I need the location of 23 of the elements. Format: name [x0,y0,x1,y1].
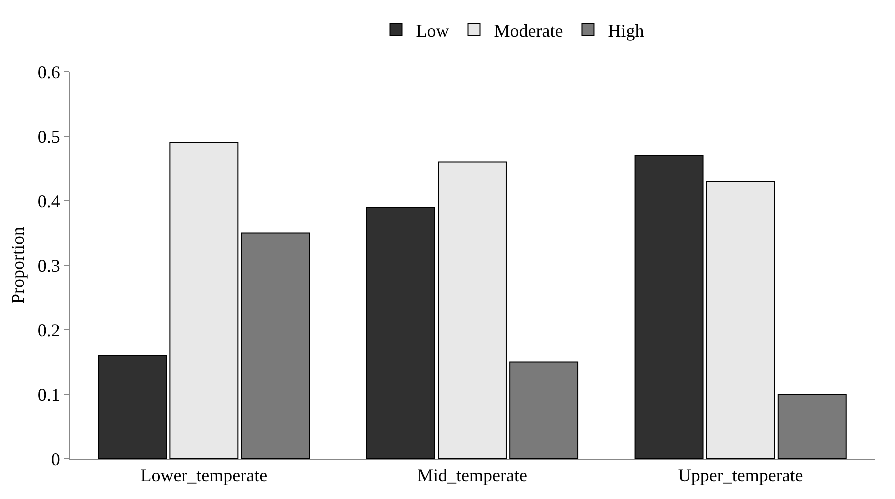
x-tick-label: Lower_temperate [140,466,268,486]
bar [706,181,776,459]
y-tick-label: 0.1 [38,384,60,405]
bar [366,206,436,459]
y-tick-label: 0.3 [38,256,60,276]
bar [634,155,704,459]
legend-label: Moderate [494,21,564,41]
bar [170,142,239,459]
legend-label: High [608,21,644,41]
y-tick-label: 0.6 [38,62,60,82]
y-tick-label: 0.4 [38,191,60,212]
y-axis-title: Proportion [8,226,28,304]
legend-label: Low [416,21,450,41]
x-tick-label: Mid_temperate [418,466,528,486]
y-tick-label: 0 [51,449,60,470]
y-tick-label: 0.2 [38,320,60,340]
y-tick-label: 0.5 [38,126,60,147]
bar [241,232,310,459]
bar [98,355,168,459]
bar [438,162,507,459]
bar [778,394,847,459]
x-tick-label: Upper_temperate [678,466,804,486]
bar [510,362,579,459]
